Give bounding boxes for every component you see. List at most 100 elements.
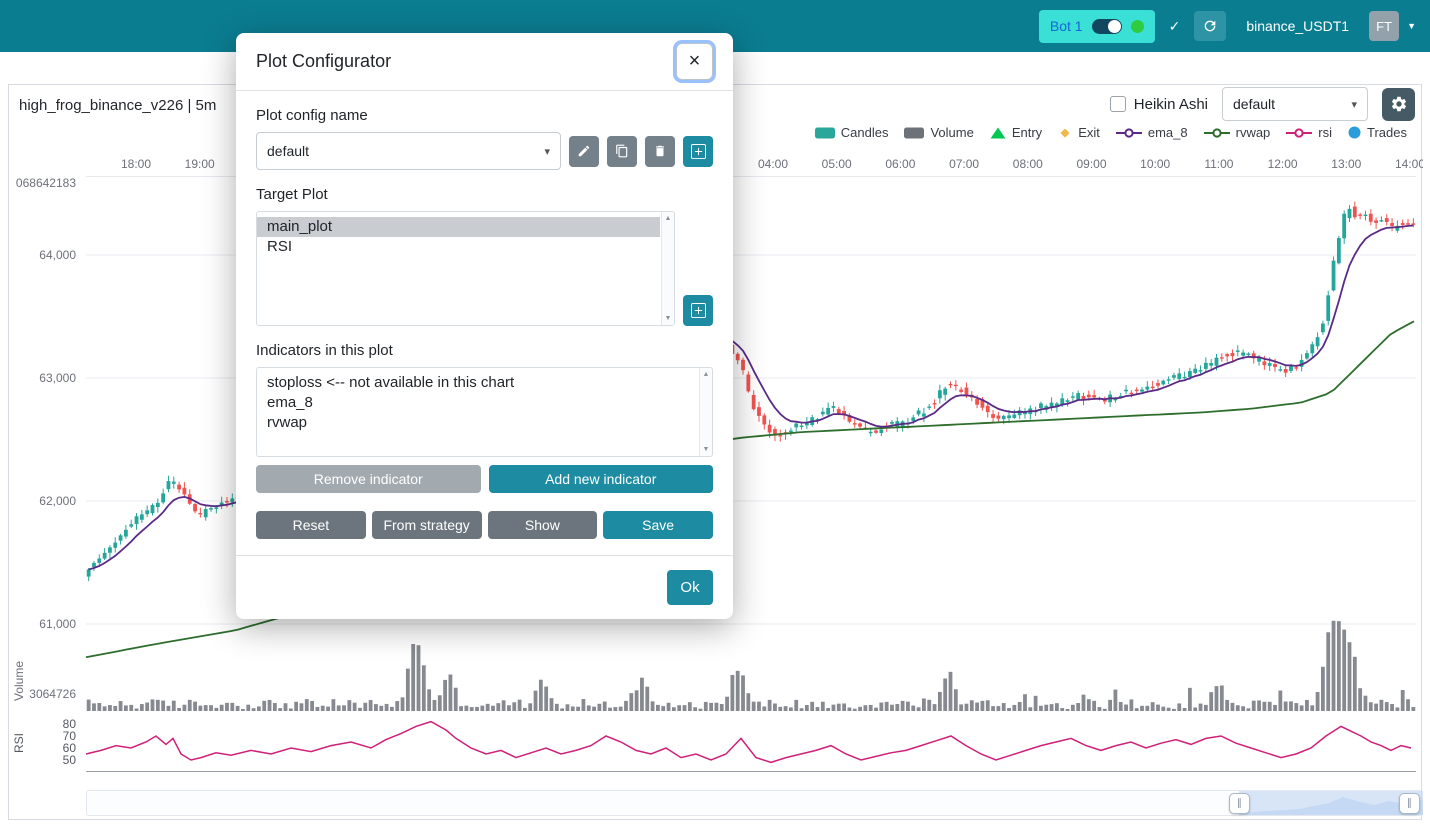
- svg-text:04:00: 04:00: [758, 157, 788, 171]
- bot-toggle[interactable]: [1091, 18, 1122, 34]
- config-name-label: Plot config name: [256, 107, 368, 124]
- list-item[interactable]: ema_8: [267, 394, 313, 411]
- add-plot-button[interactable]: [683, 295, 713, 326]
- modal-body: Plot config name default ▾ Target Plot: [236, 91, 733, 555]
- scroll-up-icon[interactable]: ▲: [702, 371, 710, 378]
- svg-text:63,000: 63,000: [39, 371, 76, 385]
- scrollbar[interactable]: ▲ ▼: [699, 368, 712, 456]
- copy-icon: [616, 144, 628, 158]
- scroll-down-icon[interactable]: ▼: [702, 446, 710, 453]
- delete-config-button[interactable]: [645, 135, 675, 167]
- target-plot-label: Target Plot: [256, 186, 328, 203]
- modal-header: Plot Configurator ×: [236, 33, 733, 91]
- chart-title: high_frog_binance_v226 | 5m: [19, 97, 217, 114]
- svg-text:12:00: 12:00: [1268, 157, 1298, 171]
- config-name-row: default ▾: [256, 132, 713, 170]
- svg-text:18:00: 18:00: [121, 157, 151, 171]
- legend-marker-icon: [904, 127, 925, 138]
- chart-zoom-slider[interactable]: ∥ ∥: [86, 790, 1423, 816]
- bot-selector[interactable]: Bot 1: [1038, 9, 1155, 43]
- list-item[interactable]: main_plot: [257, 217, 660, 237]
- legend-label: rsi: [1318, 125, 1333, 140]
- refresh-icon: [1205, 20, 1216, 32]
- legend-marker-icon: [990, 127, 1006, 138]
- gear-icon: [1391, 96, 1406, 112]
- svg-text:19:00: 19:00: [185, 157, 215, 171]
- legend-label: Candles: [840, 125, 889, 140]
- svg-text:62,000: 62,000: [39, 494, 76, 508]
- plot-configurator-modal: Plot Configurator × Plot config name def…: [236, 33, 733, 619]
- duplicate-config-button[interactable]: [607, 135, 637, 167]
- edit-config-button[interactable]: [569, 135, 599, 167]
- indicators-list[interactable]: ▲ ▼ stoploss <-- not available in this c…: [256, 367, 713, 457]
- svg-text:RSI: RSI: [12, 733, 26, 753]
- legend-label: rvwap: [1235, 125, 1271, 140]
- save-button[interactable]: Save: [603, 511, 713, 539]
- config-actions-row: Reset From strategy Show Save: [256, 511, 713, 539]
- svg-text:068642183: 068642183: [16, 176, 76, 190]
- svg-text:70: 70: [63, 729, 77, 743]
- legend-label: ema_8: [1147, 125, 1188, 140]
- scroll-up-icon[interactable]: ▲: [664, 215, 672, 222]
- slider-handle-icon: ∥: [1407, 798, 1412, 809]
- svg-text:Volume: Volume: [12, 661, 26, 701]
- chevron-down-icon: ▾: [544, 145, 550, 158]
- modal-title: Plot Configurator: [256, 51, 392, 71]
- legend-marker-icon: [1061, 128, 1070, 137]
- ok-button[interactable]: Ok: [667, 570, 713, 605]
- close-button[interactable]: ×: [676, 43, 713, 80]
- list-item[interactable]: RSI: [267, 238, 293, 255]
- add-config-button[interactable]: [683, 135, 713, 167]
- list-item[interactable]: rvwap: [267, 414, 308, 431]
- check-icon: ✓: [1168, 17, 1181, 34]
- zoom-handle-left[interactable]: ∥: [1229, 793, 1250, 814]
- remove-indicator-button[interactable]: Remove indicator: [256, 465, 481, 493]
- chevron-down-icon: ▾: [1351, 98, 1357, 111]
- legend-item-rsi[interactable]: rsi: [1286, 125, 1332, 140]
- refresh-button[interactable]: [1194, 11, 1227, 41]
- svg-text:60: 60: [63, 741, 77, 755]
- plus-square-icon: [690, 143, 706, 159]
- svg-text:50: 50: [63, 753, 77, 767]
- config-name-select-value: default: [267, 143, 310, 159]
- avatar[interactable]: FT: [1369, 11, 1400, 41]
- indicator-buttons-row: Remove indicator Add new indicator: [256, 465, 713, 493]
- target-plot-list[interactable]: ▲ ▼ main_plot RSI: [256, 211, 675, 326]
- svg-text:80: 80: [63, 717, 77, 731]
- legend-item-Trades[interactable]: Trades: [1348, 125, 1407, 140]
- from-strategy-button[interactable]: From strategy: [371, 511, 482, 539]
- svg-text:13:00: 13:00: [1331, 157, 1361, 171]
- toggle-knob: [1107, 19, 1121, 33]
- close-icon: ×: [688, 50, 701, 72]
- zoom-selected-range[interactable]: [1239, 791, 1423, 815]
- show-button[interactable]: Show: [487, 511, 598, 539]
- legend-item-rvwap[interactable]: rvwap: [1203, 125, 1271, 140]
- zoom-handle-right[interactable]: ∥: [1399, 793, 1420, 814]
- svg-text:10:00: 10:00: [1140, 157, 1170, 171]
- legend-item-Candles[interactable]: Candles: [814, 125, 889, 140]
- config-name-select[interactable]: default ▾: [256, 132, 561, 170]
- legend-item-Volume[interactable]: Volume: [904, 125, 974, 140]
- heikin-ashi-checkbox[interactable]: [1109, 96, 1126, 112]
- svg-text:06:00: 06:00: [885, 157, 915, 171]
- scroll-down-icon[interactable]: ▼: [664, 315, 672, 322]
- legend-item-ema_8[interactable]: ema_8: [1115, 125, 1188, 140]
- chart-settings-button[interactable]: [1382, 87, 1415, 121]
- svg-text:09:00: 09:00: [1076, 157, 1106, 171]
- add-new-indicator-button[interactable]: Add new indicator: [488, 465, 713, 493]
- chevron-down-icon[interactable]: ▼: [1407, 21, 1416, 31]
- list-item[interactable]: stoploss <-- not available in this chart: [267, 374, 515, 391]
- bot-name-label: Bot 1: [1049, 18, 1083, 34]
- plot-config-dropdown-value: default: [1233, 96, 1276, 112]
- plus-square-icon: [690, 303, 706, 318]
- legend-item-Exit[interactable]: Exit: [1058, 125, 1100, 140]
- scrollbar[interactable]: ▲ ▼: [661, 212, 674, 325]
- zoom-data-shadow: [1239, 797, 1423, 815]
- bot-online-dot: [1130, 19, 1144, 33]
- reset-button[interactable]: Reset: [256, 511, 366, 539]
- legend-label: Exit: [1078, 125, 1100, 140]
- plot-config-dropdown[interactable]: default ▾: [1222, 87, 1368, 121]
- legend-marker-icon: [814, 127, 835, 138]
- heikin-ashi-toggle[interactable]: Heikin Ashi: [1109, 96, 1208, 113]
- legend-item-Entry[interactable]: Entry: [990, 125, 1042, 140]
